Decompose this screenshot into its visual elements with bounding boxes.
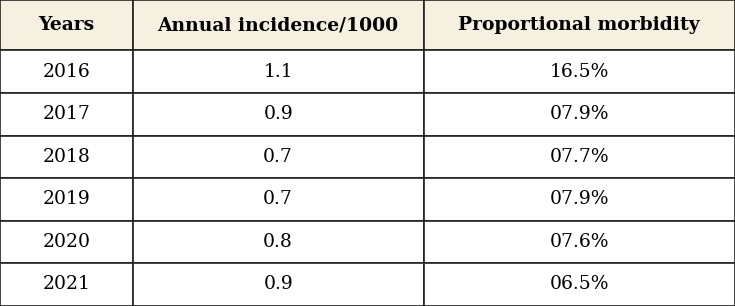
Bar [133, 263, 423, 306]
Bar [0, 221, 133, 263]
Text: 2020: 2020 [43, 233, 90, 251]
Bar [0, 93, 133, 136]
Text: 0.7: 0.7 [263, 190, 293, 208]
Bar [423, 93, 735, 136]
Bar [423, 50, 735, 93]
Bar [423, 221, 735, 263]
Bar [423, 0, 735, 50]
Text: 2017: 2017 [43, 105, 90, 123]
Text: 0.9: 0.9 [263, 275, 293, 293]
Bar [0, 178, 133, 221]
Bar [0, 0, 133, 50]
Text: 0.8: 0.8 [263, 233, 293, 251]
Text: 07.6%: 07.6% [550, 233, 609, 251]
Text: 2016: 2016 [43, 63, 90, 81]
Text: 07.9%: 07.9% [550, 190, 609, 208]
Text: 07.7%: 07.7% [550, 148, 609, 166]
Text: Years: Years [38, 16, 94, 34]
Text: 2019: 2019 [43, 190, 90, 208]
Bar [133, 221, 423, 263]
Bar [423, 263, 735, 306]
Text: 16.5%: 16.5% [550, 63, 609, 81]
Text: 2018: 2018 [43, 148, 90, 166]
Bar [133, 93, 423, 136]
Bar [423, 178, 735, 221]
Bar [133, 178, 423, 221]
Text: Annual incidence/1000: Annual incidence/1000 [157, 16, 399, 34]
Bar [133, 136, 423, 178]
Text: 07.9%: 07.9% [550, 105, 609, 123]
Text: 2021: 2021 [43, 275, 90, 293]
Text: 0.9: 0.9 [263, 105, 293, 123]
Bar [133, 50, 423, 93]
Text: 06.5%: 06.5% [550, 275, 609, 293]
Bar [0, 263, 133, 306]
Text: 0.7: 0.7 [263, 148, 293, 166]
Bar [0, 50, 133, 93]
Text: Proportional morbidity: Proportional morbidity [459, 16, 700, 34]
Bar [0, 136, 133, 178]
Text: 1.1: 1.1 [263, 63, 293, 81]
Bar [133, 0, 423, 50]
Bar [423, 136, 735, 178]
